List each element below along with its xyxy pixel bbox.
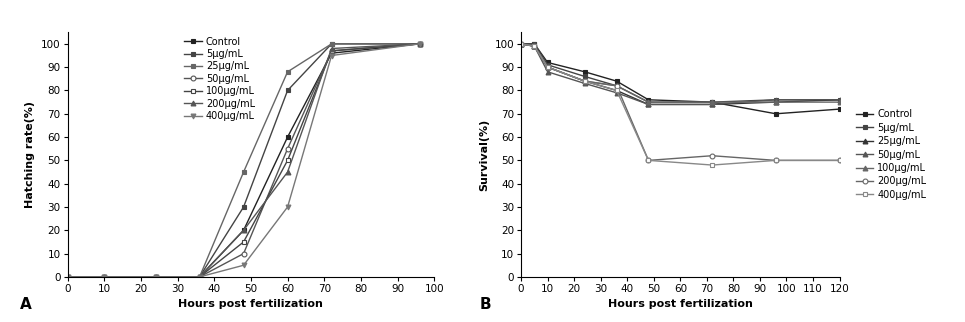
Text: A: A (20, 297, 32, 312)
Legend: Control, 5μg/mL, 25μg/mL, 50μg/mL, 100μg/mL, 200μg/mL, 400μg/mL: Control, 5μg/mL, 25μg/mL, 50μg/mL, 100μg… (854, 108, 928, 202)
X-axis label: Hours post fertilization: Hours post fertilization (608, 299, 753, 309)
Y-axis label: Survival(%): Survival(%) (479, 118, 489, 191)
X-axis label: Hours post fertilization: Hours post fertilization (179, 299, 323, 309)
Y-axis label: Hatching rate(%): Hatching rate(%) (25, 101, 36, 208)
Legend: Control, 5μg/mL, 25μg/mL, 50μg/mL, 100μg/mL, 200μg/mL, 400μg/mL: Control, 5μg/mL, 25μg/mL, 50μg/mL, 100μg… (182, 34, 257, 123)
Text: B: B (480, 297, 491, 312)
